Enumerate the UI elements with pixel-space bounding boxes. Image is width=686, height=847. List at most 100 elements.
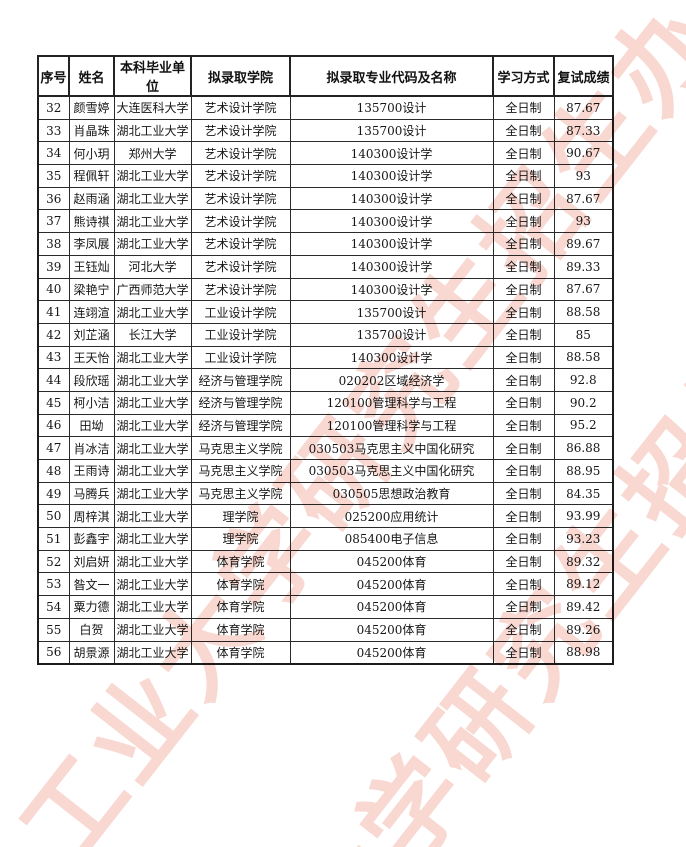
cell-major-code-name: 030503马克思主义中国化研究: [289, 459, 494, 483]
cell-major-code-name: 140300设计学: [289, 141, 494, 166]
cell-name: 肖冰洁: [68, 436, 115, 460]
cell-undergrad-school: 湖北工业大学: [113, 209, 192, 234]
cell-admit-college: 艺术设计学院: [190, 141, 291, 166]
cell-admit-college: 经济与管理学院: [190, 390, 291, 415]
cell-name: 彭鑫宇: [68, 527, 115, 551]
cell-admit-college: 艺术设计学院: [190, 277, 291, 302]
cell-name: 田坳: [68, 413, 115, 438]
cell-major-code-name: 030505思想政治教育: [289, 481, 494, 506]
cell-retest-score: 89.33: [553, 254, 614, 279]
cell-retest-score: 93: [553, 164, 614, 188]
cell-major-code-name: 045200体育: [289, 617, 494, 642]
cell-undergrad-school: 湖北工业大学: [113, 118, 192, 143]
cell-index: 37: [37, 209, 70, 234]
cell-major-code-name: 140300设计学: [289, 254, 494, 279]
table-row: 38 李凤展 湖北工业大学 艺术设计学院 140300设计学 全日制 89.67: [37, 232, 614, 256]
cell-major-code-name: 135700设计: [289, 118, 494, 143]
cell-study-mode: 全日制: [492, 118, 555, 143]
cell-study-mode: 全日制: [492, 186, 555, 211]
cell-admit-college: 马克思主义学院: [190, 436, 291, 460]
cell-admit-college: 艺术设计学院: [190, 232, 291, 256]
cell-name: 马腾兵: [68, 481, 115, 506]
cell-admit-college: 理学院: [190, 527, 291, 551]
cell-retest-score: 87.67: [553, 277, 614, 302]
cell-study-mode: 全日制: [492, 595, 555, 619]
cell-study-mode: 全日制: [492, 390, 555, 415]
cell-major-code-name: 140300设计学: [289, 277, 494, 302]
cell-undergrad-school: 湖北工业大学: [113, 504, 192, 529]
cell-admit-college: 体育学院: [190, 549, 291, 574]
cell-name: 昝文一: [68, 572, 115, 597]
cell-major-code-name: 020202区域经济学: [289, 368, 494, 392]
cell-index: 56: [37, 640, 70, 665]
cell-study-mode: 全日制: [492, 368, 555, 392]
table-row: 34 何小玥 郑州大学 艺术设计学院 140300设计学 全日制 90.67: [37, 141, 614, 166]
cell-name: 连翊渲: [68, 300, 115, 324]
cell-undergrad-school: 湖北工业大学: [113, 413, 192, 438]
cell-index: 48: [37, 459, 70, 483]
cell-admit-college: 体育学院: [190, 617, 291, 642]
cell-admit-college: 体育学院: [190, 595, 291, 619]
cell-study-mode: 全日制: [492, 436, 555, 460]
cell-major-code-name: 120100管理科学与工程: [289, 413, 494, 438]
cell-undergrad-school: 湖北工业大学: [113, 345, 192, 370]
column-header-study-mode: 学习方式: [492, 55, 555, 97]
cell-retest-score: 88.58: [553, 345, 614, 370]
cell-major-code-name: 135700设计: [289, 95, 494, 120]
cell-admit-college: 艺术设计学院: [190, 209, 291, 234]
cell-major-code-name: 135700设计: [289, 322, 494, 347]
cell-index: 54: [37, 595, 70, 619]
cell-undergrad-school: 湖北工业大学: [113, 640, 192, 665]
cell-study-mode: 全日制: [492, 481, 555, 506]
cell-undergrad-school: 大连医科大学: [113, 95, 192, 120]
cell-study-mode: 全日制: [492, 504, 555, 529]
cell-undergrad-school: 湖北工业大学: [113, 300, 192, 324]
cell-major-code-name: 045200体育: [289, 572, 494, 597]
table-row: 33 肖晶珠 湖北工业大学 艺术设计学院 135700设计 全日制 87.33: [37, 118, 614, 143]
cell-index: 38: [37, 232, 70, 256]
cell-major-code-name: 135700设计: [289, 300, 494, 324]
cell-undergrad-school: 湖北工业大学: [113, 595, 192, 619]
cell-index: 33: [37, 118, 70, 143]
cell-undergrad-school: 湖北工业大学: [113, 459, 192, 483]
header-row: 序号 姓名 本科毕业单位 拟录取学院 拟录取专业代码及名称 学习方式 复试成绩: [37, 55, 614, 97]
cell-name: 李凤展: [68, 232, 115, 256]
cell-name: 刘芷涵: [68, 322, 115, 347]
cell-retest-score: 87.67: [553, 95, 614, 120]
cell-undergrad-school: 湖北工业大学: [113, 572, 192, 597]
table-row: 51 彭鑫宇 湖北工业大学 理学院 085400电子信息 全日制 93.23: [37, 527, 614, 551]
cell-study-mode: 全日制: [492, 209, 555, 234]
cell-index: 52: [37, 549, 70, 574]
cell-retest-score: 84.35: [553, 481, 614, 506]
table-row: 52 刘启妍 湖北工业大学 体育学院 045200体育 全日制 89.32: [37, 549, 614, 574]
cell-retest-score: 89.67: [553, 232, 614, 256]
cell-admit-college: 经济与管理学院: [190, 413, 291, 438]
cell-index: 41: [37, 300, 70, 324]
column-header-retest-score: 复试成绩: [553, 55, 614, 97]
cell-admit-college: 马克思主义学院: [190, 481, 291, 506]
cell-index: 34: [37, 141, 70, 166]
cell-admit-college: 艺术设计学院: [190, 186, 291, 211]
cell-retest-score: 89.32: [553, 549, 614, 574]
cell-study-mode: 全日制: [492, 617, 555, 642]
cell-undergrad-school: 湖北工业大学: [113, 481, 192, 506]
cell-study-mode: 全日制: [492, 164, 555, 188]
column-header-index: 序号: [37, 55, 70, 97]
column-header-undergrad-school: 本科毕业单位: [113, 55, 192, 97]
table-row: 43 王天怡 湖北工业大学 工业设计学院 140300设计学 全日制 88.58: [37, 345, 614, 370]
cell-index: 46: [37, 413, 70, 438]
cell-index: 55: [37, 617, 70, 642]
column-header-admit-college: 拟录取学院: [190, 55, 291, 97]
cell-undergrad-school: 广西师范大学: [113, 277, 192, 302]
cell-name: 粟力德: [68, 595, 115, 619]
cell-undergrad-school: 湖北工业大学: [113, 436, 192, 460]
cell-index: 43: [37, 345, 70, 370]
column-header-major-code-name: 拟录取专业代码及名称: [289, 55, 494, 97]
cell-admit-college: 理学院: [190, 504, 291, 529]
table-row: 35 程佩轩 湖北工业大学 艺术设计学院 140300设计学 全日制 93: [37, 164, 614, 188]
cell-retest-score: 87.33: [553, 118, 614, 143]
cell-name: 梁艳宁: [68, 277, 115, 302]
cell-study-mode: 全日制: [492, 549, 555, 574]
cell-retest-score: 87.67: [553, 186, 614, 211]
